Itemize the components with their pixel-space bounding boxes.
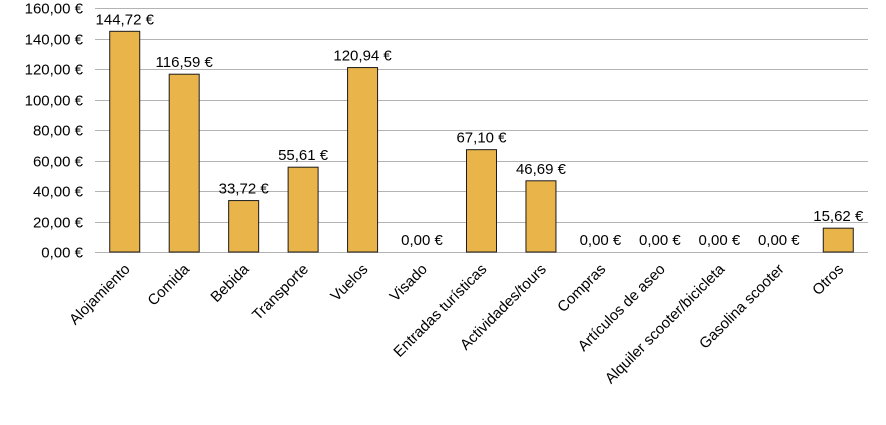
y-tick-label: 0,00 € <box>41 245 83 262</box>
y-tick-label: 120,00 € <box>25 62 84 79</box>
category-label: Transporte <box>249 261 312 324</box>
data-label: 33,72 € <box>219 181 270 198</box>
category-label: Comida <box>144 260 193 309</box>
bar <box>168 73 200 253</box>
bar <box>109 30 141 253</box>
bar <box>287 166 319 253</box>
y-tick-label: 60,00 € <box>33 154 84 171</box>
data-label: 120,94 € <box>333 48 392 65</box>
category-label: Compras <box>554 261 609 316</box>
category-label: Vuelos <box>327 261 371 305</box>
y-tick-label: 20,00 € <box>33 215 84 232</box>
data-label: 55,61 € <box>278 147 329 164</box>
bar <box>347 67 379 253</box>
bars <box>109 30 854 253</box>
bar <box>525 180 557 253</box>
y-tick-label: 40,00 € <box>33 184 84 201</box>
data-label: 0,00 € <box>758 232 800 249</box>
y-tick-label: 160,00 € <box>25 1 84 18</box>
data-label: 67,10 € <box>456 130 507 147</box>
y-tick-label: 140,00 € <box>25 32 84 49</box>
category-label: Otros <box>809 261 847 299</box>
category-label: Alquiler scooter/bicicleta <box>602 260 729 387</box>
gridlines <box>95 8 868 253</box>
category-label: Bebida <box>207 260 253 306</box>
data-label: 144,72 € <box>96 11 155 28</box>
bar <box>466 149 497 253</box>
y-tick-label: 100,00 € <box>25 93 84 110</box>
category-label: Alojamiento <box>66 261 133 328</box>
data-label: 46,69 € <box>516 161 567 178</box>
data-label: 15,62 € <box>813 208 864 225</box>
data-label: 0,00 € <box>580 232 622 249</box>
category-label: Visado <box>387 261 431 305</box>
y-axis-tick-labels: 0,00 € 20,00 € 40,00 € 60,00 € 80,00 € 100,00… <box>25 1 84 262</box>
data-labels: 144,72 € 116,59 € 33,72 € 55,61 € 120,94 € 0,… <box>96 11 864 249</box>
data-label: 0,00 € <box>698 232 740 249</box>
bar <box>822 227 854 253</box>
data-label: 0,00 € <box>401 232 443 249</box>
y-tick-label: 80,00 € <box>33 123 84 140</box>
data-label: 116,59 € <box>156 54 214 71</box>
data-label: 0,00 € <box>639 232 681 249</box>
bar <box>228 200 260 253</box>
